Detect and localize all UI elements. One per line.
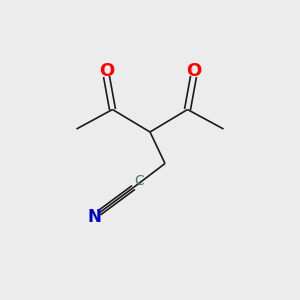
Text: C: C (134, 174, 144, 188)
Text: N: N (88, 208, 101, 226)
Text: O: O (186, 62, 201, 80)
Text: O: O (99, 62, 114, 80)
